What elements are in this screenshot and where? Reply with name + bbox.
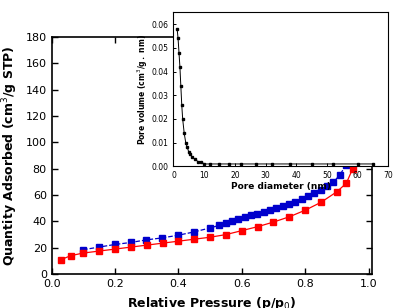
Y-axis label: Quantity Adsorbed (cm$^3$/g STP): Quantity Adsorbed (cm$^3$/g STP) (0, 45, 20, 266)
X-axis label: Pore diameter (nm): Pore diameter (nm) (231, 182, 331, 191)
Y-axis label: Pore volume (cm$^3$/g$_\bullet$ nm): Pore volume (cm$^3$/g$_\bullet$ nm) (136, 34, 150, 145)
X-axis label: Relative Pressure (p/p$_0$): Relative Pressure (p/p$_0$) (127, 294, 297, 308)
